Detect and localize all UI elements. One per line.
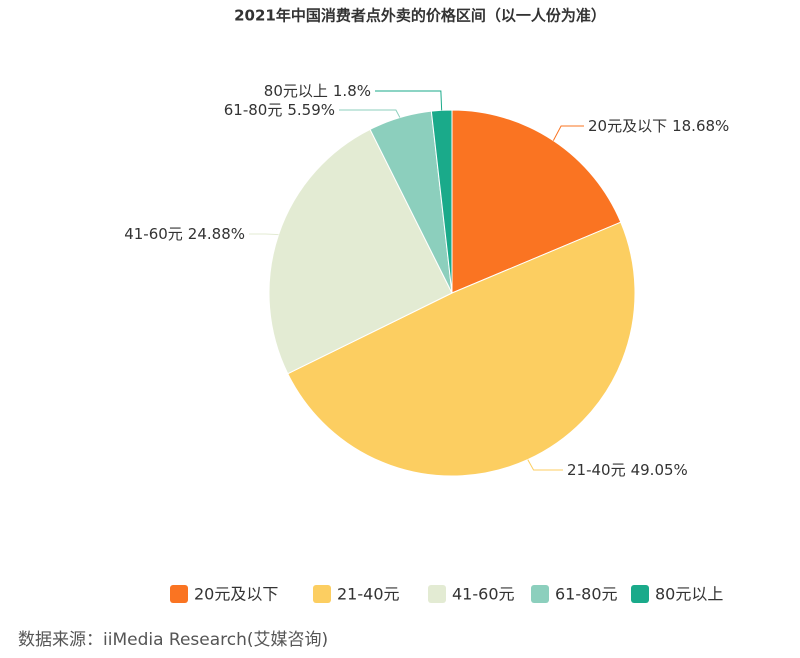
slice-label: 20元及以下 18.68% [588, 117, 729, 135]
slice-label: 41-60元 24.88% [124, 225, 245, 243]
slice-label: 21-40元 49.05% [567, 461, 688, 479]
slice-value: 49.05% [631, 461, 688, 479]
pie-slice [287, 221, 636, 477]
legend-label: 21-40元 [337, 585, 400, 604]
slice-category: 41-60元 [124, 225, 183, 243]
leader-line [249, 233, 279, 236]
legend-label: 61-80元 [555, 585, 618, 604]
slice-label: 61-80元 5.59% [224, 101, 335, 119]
slice-label: 80元以上 1.8% [264, 82, 371, 100]
slice-value: 18.68% [672, 117, 729, 135]
leader-line [339, 109, 401, 118]
slice-category: 21-40元 [567, 461, 626, 479]
slice-category: 80元以上 [264, 82, 328, 100]
legend-swatch [631, 585, 649, 603]
legend-swatch [531, 585, 549, 603]
slice-value: 5.59% [287, 101, 335, 119]
pie-slice [451, 109, 622, 294]
slice-category: 61-80元 [224, 101, 283, 119]
chart-title: 2021年中国消费者点外卖的价格区间（以一人份为准） [234, 7, 606, 25]
legend-label: 80元以上 [655, 585, 723, 604]
slice-category: 20元及以下 [588, 117, 667, 135]
source: 数据来源：iiMedia Research(艾媒咨询) [18, 630, 328, 650]
slice-value: 1.8% [333, 82, 371, 100]
legend-swatch [313, 585, 331, 603]
leader-line [552, 125, 584, 141]
legend-label: 20元及以下 [194, 585, 278, 604]
legend-swatch [428, 585, 446, 603]
leader-line [375, 90, 443, 111]
legend-swatch [170, 585, 188, 603]
legend-label: 41-60元 [452, 585, 515, 604]
slice-value: 24.88% [188, 225, 245, 243]
leader-line [527, 459, 563, 471]
